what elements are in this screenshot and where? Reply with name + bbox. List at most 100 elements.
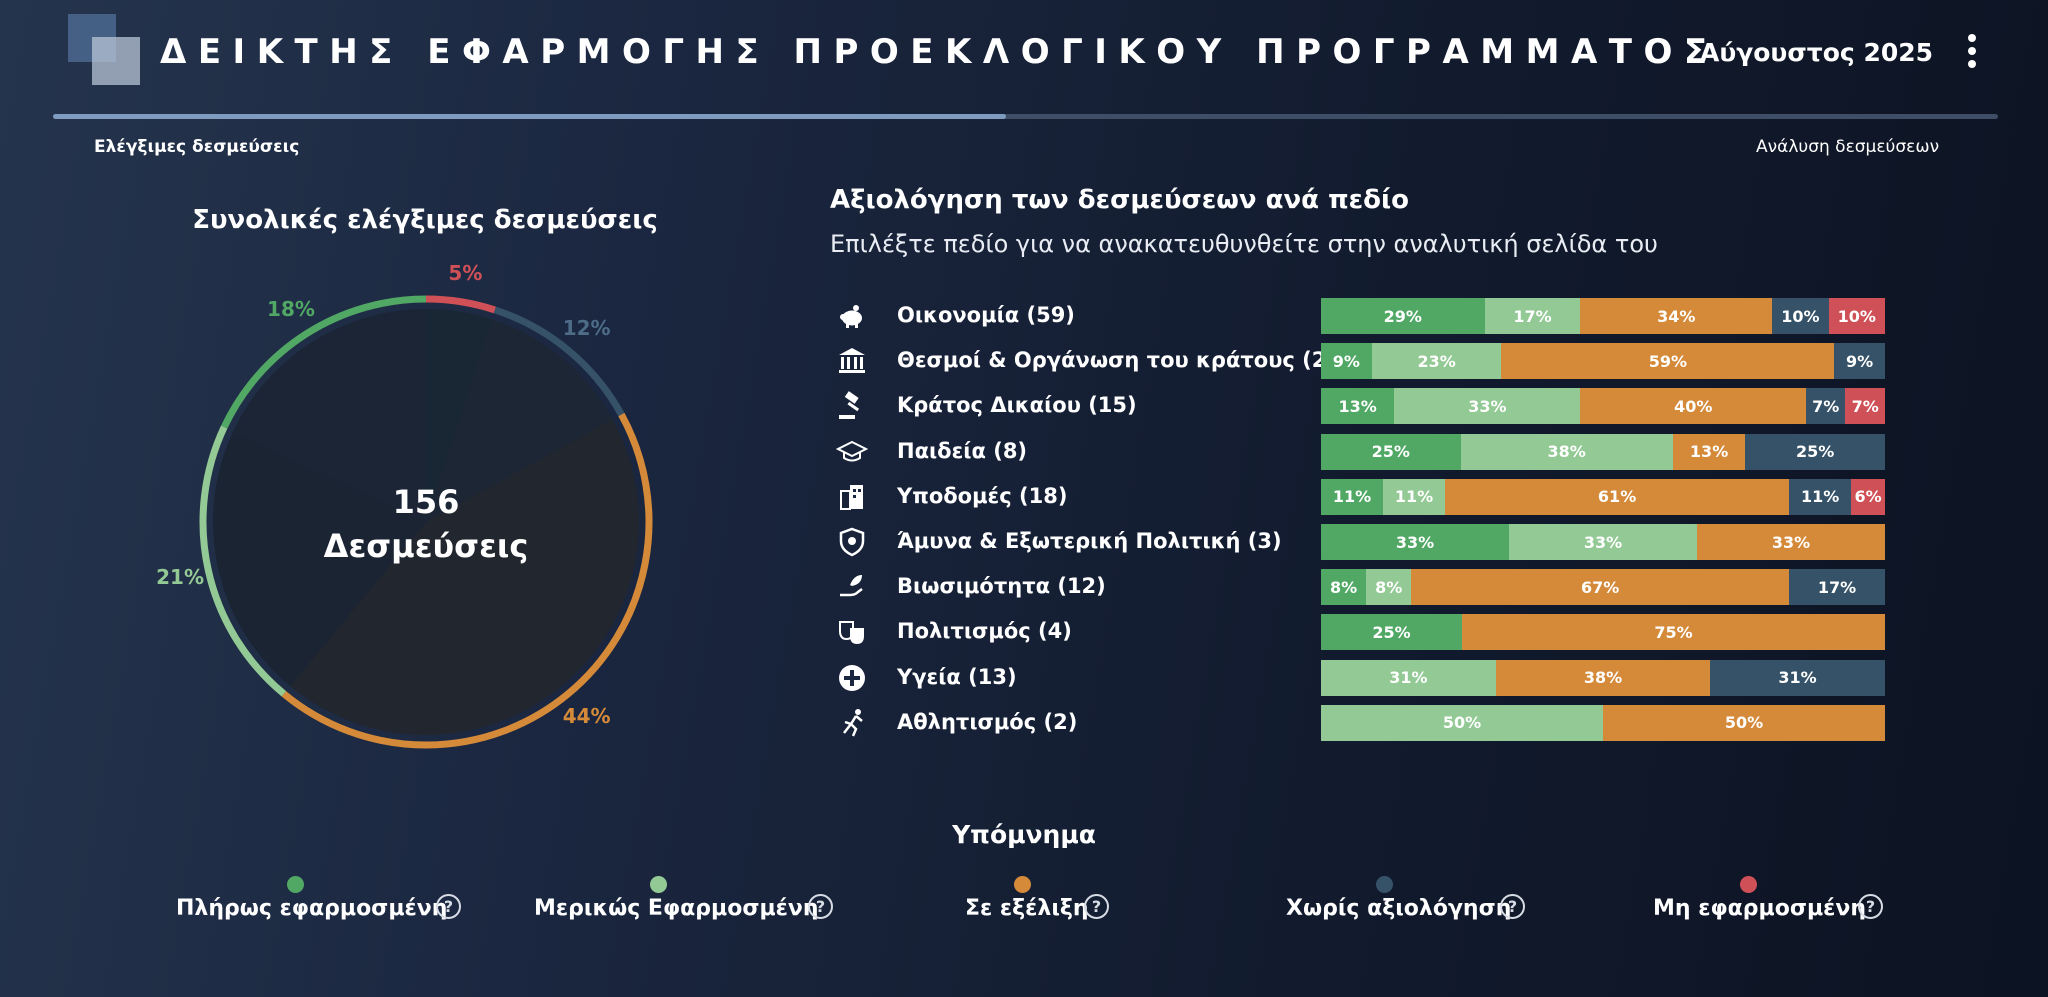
category-row[interactable]: Κράτος Δικαίου (15) 13% 33% 40% 7% 7% [836, 388, 1886, 425]
legend-label: Μερικώς Εφαρμοσμένη [534, 896, 819, 921]
category-row[interactable]: Αθλητισμός (2) 50% 50% [836, 704, 1886, 741]
institution-icon [839, 348, 865, 374]
category-label: Υποδομές (18) [897, 483, 1068, 508]
category-row[interactable]: Βιωσιμότητα (12) 8% 8% 67% 17% [836, 569, 1886, 606]
bar-segment-unrated: 10% [1772, 298, 1829, 334]
medical-plus-icon [839, 664, 865, 691]
category-label: Υγεία (13) [897, 664, 1017, 689]
bar-segment-full: 8% [1321, 569, 1367, 606]
bars-subtitle: Επιλέξτε πεδίο για να ανακατευθυνθείτε σ… [830, 230, 1658, 258]
help-icon[interactable]: ? [436, 894, 461, 919]
category-label: Αθλητισμός (2) [897, 709, 1078, 734]
pie-slice-partial[interactable] [213, 431, 426, 687]
pie-ring-partial [199, 425, 287, 697]
category-row[interactable]: Άμυνα & Εξωτερική Πολιτική (3) 33% 33% 33% [836, 524, 1886, 560]
stacked-bar[interactable]: 29% 17% 34% 10% 10% [1321, 298, 1885, 334]
bar-segment-not: 10% [1828, 298, 1885, 334]
bar-segment-in-progress: 75% [1462, 614, 1885, 651]
help-icon[interactable]: ? [1500, 894, 1525, 919]
category-label: Οικονομία (59) [897, 303, 1075, 327]
page-progress-bar [53, 114, 1998, 119]
stacked-bar[interactable]: 31% 38% 31% [1321, 659, 1885, 696]
legend-title: Υπόμνημα [952, 820, 1096, 849]
bar-segment-in-progress: 61% [1445, 478, 1790, 515]
pie-label-not: 5% [448, 261, 482, 285]
help-icon[interactable]: ? [1858, 894, 1883, 919]
bar-segment-in-progress: 67% [1411, 569, 1790, 606]
bar-segment-partial: 11% [1383, 478, 1446, 515]
pie-label-unrated: 12% [563, 316, 611, 340]
category-label: Άμυνα & Εξωτερική Πολιτική (3) [897, 529, 1282, 553]
bar-segment-in-progress: 34% [1580, 298, 1773, 334]
pie-slice-not[interactable] [426, 309, 492, 522]
legend-label: Σε εξέλιξη [965, 896, 1089, 921]
bar-segment-unrated: 9% [1834, 343, 1885, 380]
logo [68, 14, 142, 86]
legend-dot [287, 876, 304, 893]
pie-ring-in-progress [281, 412, 653, 749]
athlete-icon [843, 708, 863, 737]
bar-segment-unrated: 17% [1789, 569, 1885, 606]
pie-ring-full [221, 295, 427, 429]
stacked-bar[interactable]: 25% 75% [1321, 614, 1885, 651]
bar-segment-unrated: 7% [1806, 388, 1846, 425]
help-icon[interactable]: ? [1084, 894, 1109, 919]
category-row[interactable]: Πολιτισμός (4) 25% 75% [836, 614, 1886, 651]
report-date: Αύγουστος 2025 [1700, 38, 1934, 67]
bar-segment-full: 33% [1321, 524, 1509, 560]
bar-segment-in-progress: 13% [1672, 433, 1746, 470]
bar-segment-full: 25% [1321, 433, 1461, 470]
pie-slice-full[interactable] [233, 309, 426, 522]
pie-slice-in-progress[interactable] [290, 419, 639, 735]
pie-chart: 5% 12% 44% 21% 18% 156 Δεσμεύσεις [156, 261, 653, 749]
pie-center-label: Δεσμεύσεις [324, 527, 529, 565]
category-row[interactable]: Υγεία (13) 31% 38% 31% [836, 659, 1886, 696]
bar-segment-unrated: 11% [1789, 478, 1852, 515]
help-icon[interactable]: ? [808, 894, 833, 919]
graduation-cap-icon [836, 440, 868, 462]
pie-ring-unrated [493, 306, 625, 417]
category-row[interactable]: Θεσμοί & Οργάνωση του κράτους (22) 9% 23% 5… [836, 343, 1886, 380]
bar-segment-in-progress: 38% [1495, 659, 1711, 696]
bars-title: Αξιολόγηση των δεσμεύσεων ανά πεδίο [830, 185, 1409, 215]
tab-commitment-analysis[interactable]: Ανάλυση δεσμεύσεων [1756, 137, 1940, 157]
shield-icon [839, 527, 865, 557]
bar-segment-full: 11% [1321, 478, 1384, 515]
category-label: Παιδεία (8) [897, 438, 1028, 463]
page-progress-fill [53, 114, 1007, 119]
more-vertical-icon[interactable] [1962, 34, 1982, 70]
hand-leaf-icon [840, 575, 863, 597]
pie-label-in-progress: 44% [563, 704, 611, 728]
category-row[interactable]: Παιδεία (8) 25% 38% 13% 25% [836, 433, 1886, 470]
category-row[interactable]: Οικονομία (59) 29% 17% 34% 10% 10% [836, 298, 1886, 334]
pie-chart-title: Συνολικές ελέγξιμες δεσμεύσεις [192, 205, 658, 235]
stacked-bar[interactable]: 50% 50% [1321, 704, 1885, 741]
bar-segment-full: 13% [1321, 388, 1395, 425]
category-label: Βιωσιμότητα (12) [897, 574, 1106, 599]
legend-dot [1014, 876, 1031, 893]
stacked-bar[interactable]: 9% 23% 59% 9% [1321, 343, 1885, 380]
category-row[interactable]: Υποδομές (18) 11% 11% 61% 11% 6% [836, 478, 1886, 515]
legend-dot [1376, 876, 1393, 893]
stacked-bar[interactable]: 8% 8% 67% 17% [1321, 569, 1885, 606]
bar-segment-partial: 50% [1321, 704, 1603, 741]
pie-ring-not [425, 295, 496, 314]
legend-label: Μη εφαρμοσμένη [1653, 896, 1867, 921]
legend-label: Χωρίς αξιολόγηση [1286, 896, 1512, 921]
stacked-bar[interactable]: 11% 11% 61% 11% 6% [1321, 478, 1885, 515]
tab-verifiable-commitments[interactable]: Ελέγξιμες δεσμεύσεις [94, 137, 300, 157]
pie-label-full: 18% [267, 297, 315, 321]
bar-segment-in-progress: 59% [1501, 343, 1835, 380]
bar-segment-full: 29% [1321, 298, 1485, 334]
bar-segment-not: 6% [1851, 478, 1885, 515]
legend-dot [650, 876, 667, 893]
bar-segment-in-progress: 33% [1697, 524, 1885, 560]
bar-segment-in-progress: 40% [1580, 388, 1807, 425]
theater-masks-icon [839, 621, 864, 645]
stacked-bar[interactable]: 33% 33% 33% [1321, 524, 1885, 560]
stacked-bar[interactable]: 25% 38% 13% 25% [1321, 433, 1885, 470]
pie-slice-unrated[interactable] [426, 319, 613, 522]
bar-segment-not: 7% [1845, 388, 1885, 425]
gavel-icon [839, 391, 860, 420]
stacked-bar[interactable]: 13% 33% 40% 7% 7% [1321, 388, 1885, 425]
